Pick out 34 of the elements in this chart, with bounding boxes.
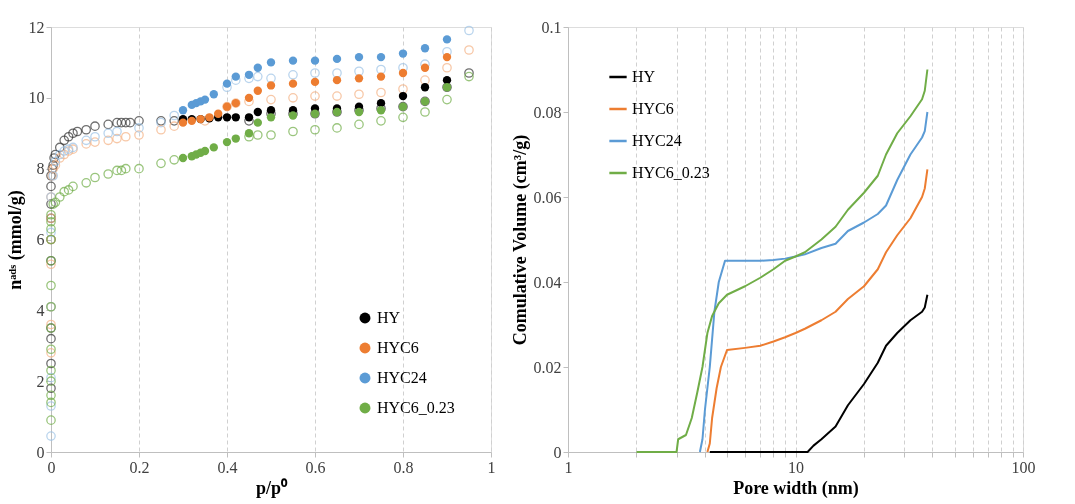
x-tick-label: 1 — [487, 458, 496, 476]
legend-label: HYC6 — [377, 339, 419, 356]
y-tick-label: 0.06 — [533, 188, 562, 206]
legend-label: HYC6_0.23 — [632, 164, 710, 181]
legend-label: HYC24 — [377, 369, 427, 386]
x-tick-label: 0 — [47, 458, 56, 476]
x-tick-label: 1 — [564, 458, 573, 476]
x-tick-label: 100 — [1011, 458, 1036, 476]
y-tick-label: 10 — [28, 89, 45, 107]
x-tick-label: 0.8 — [393, 458, 414, 476]
x-axis-title: p/p⁰ — [255, 477, 289, 498]
y-tick-label: 0 — [553, 443, 562, 461]
y-axis-title: nᵃᵈˢ (mmol/g) — [4, 190, 26, 290]
x-axis-title: Pore width (nm) — [733, 477, 859, 499]
y-tick-label: 0.1 — [541, 18, 562, 36]
y-tick-label: 0.02 — [533, 358, 562, 376]
legend-label: HYC6 — [632, 100, 674, 117]
legend-label: HY — [377, 309, 401, 326]
legend-label: HYC24 — [632, 132, 682, 149]
x-tick-label: 10 — [788, 458, 804, 476]
y-tick-label: 2 — [36, 372, 45, 390]
x-tick-label: 0.6 — [305, 458, 326, 476]
y-tick-label: 0.04 — [533, 273, 562, 291]
x-tick-label: 0.2 — [129, 458, 150, 476]
y-tick-label: 4 — [36, 301, 45, 319]
y-axis-title: Comulative Volume (cm³/g) — [509, 134, 531, 346]
legend-label: HYC6_0.23 — [377, 399, 455, 416]
y-tick-label: 6 — [36, 231, 45, 248]
y-tick-label: 12 — [28, 18, 45, 36]
y-tick-label: 0.08 — [533, 103, 562, 121]
y-tick-label: 8 — [36, 160, 45, 178]
x-tick-label: 0.4 — [217, 458, 238, 476]
legend-label: HY — [632, 68, 656, 85]
y-tick-label: 0 — [36, 443, 45, 461]
